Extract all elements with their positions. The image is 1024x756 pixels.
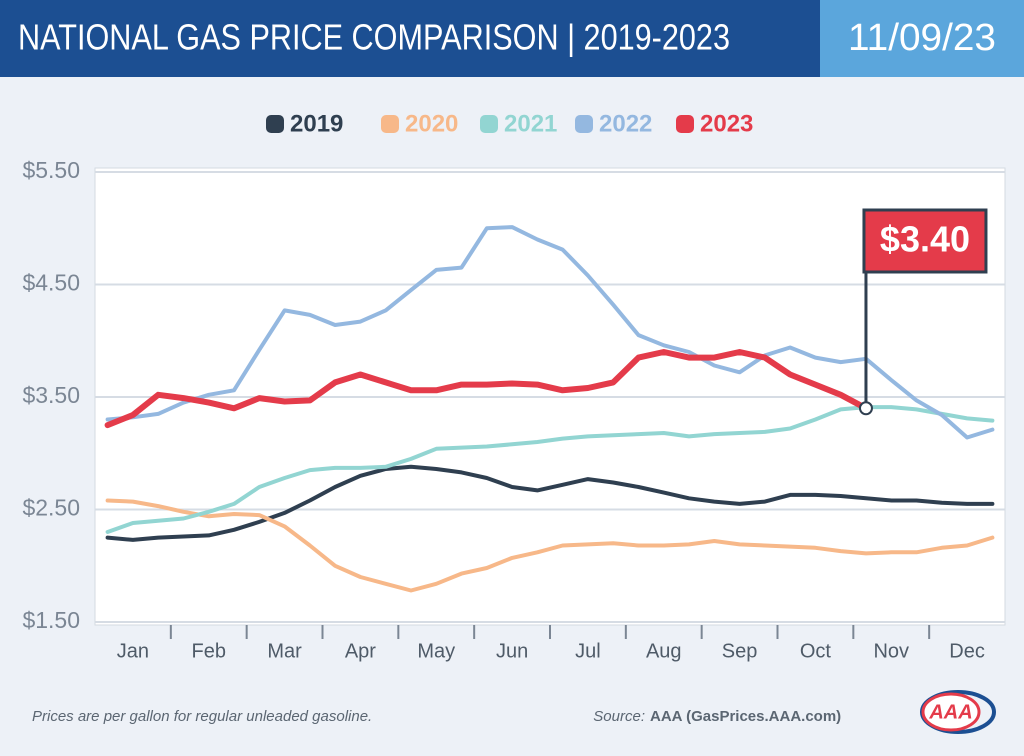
y-tick-label: $3.50 bbox=[22, 382, 80, 408]
date-bar bbox=[820, 0, 1024, 77]
x-tick-label: Jun bbox=[496, 640, 528, 662]
logo-text: AAA bbox=[928, 701, 972, 723]
y-tick-label: $2.50 bbox=[22, 495, 80, 521]
x-tick-label: Jan bbox=[117, 640, 149, 662]
y-tick-label: $4.50 bbox=[22, 270, 80, 296]
title: NATIONAL GAS PRICE COMPARISON | 2019-202… bbox=[18, 17, 730, 58]
x-tick-label: Sep bbox=[722, 640, 758, 662]
callout-point bbox=[858, 401, 873, 416]
source: AAA (GasPrices.AAA.com) bbox=[650, 708, 841, 725]
legend-label: 2023 bbox=[700, 110, 753, 137]
y-tick-label: $1.50 bbox=[22, 607, 80, 633]
series-line bbox=[104, 349, 869, 429]
callout-box bbox=[862, 208, 988, 274]
legend-label: 2020 bbox=[405, 110, 458, 137]
x-tick-label: Aug bbox=[646, 640, 682, 662]
legend-swatch bbox=[381, 115, 399, 133]
legend-swatch bbox=[676, 115, 694, 133]
logo: AAA bbox=[920, 690, 996, 734]
y-tick-label: $5.50 bbox=[22, 157, 80, 183]
logo-oval bbox=[921, 692, 981, 732]
legend-swatch bbox=[480, 115, 498, 133]
date: 11/09/23 bbox=[848, 17, 996, 59]
x-tick-label: Nov bbox=[873, 640, 909, 662]
series-line bbox=[105, 225, 995, 440]
footnote: Prices are per gallon for regular unlead… bbox=[32, 708, 372, 725]
legend-swatch bbox=[575, 115, 593, 133]
x-tick-label: May bbox=[417, 640, 455, 662]
header-bar bbox=[0, 0, 820, 77]
x-tick-label: Feb bbox=[192, 640, 226, 662]
legend-swatch bbox=[266, 115, 284, 133]
x-tick-label: Apr bbox=[345, 640, 376, 662]
x-tick-label: Dec bbox=[949, 640, 985, 662]
legend-label: 2022 bbox=[599, 110, 652, 137]
series-line bbox=[105, 405, 995, 534]
x-tick-label: Oct bbox=[800, 640, 832, 662]
legend-label: 2021 bbox=[504, 110, 557, 137]
series-line bbox=[105, 464, 995, 542]
series-line bbox=[105, 498, 995, 593]
x-tick-label: Jul bbox=[575, 640, 601, 662]
legend-label: 2019 bbox=[290, 110, 343, 137]
source-label: Source: bbox=[593, 708, 645, 725]
x-tick-label: Mar bbox=[267, 640, 302, 662]
callout-label: $3.40 bbox=[880, 219, 970, 260]
